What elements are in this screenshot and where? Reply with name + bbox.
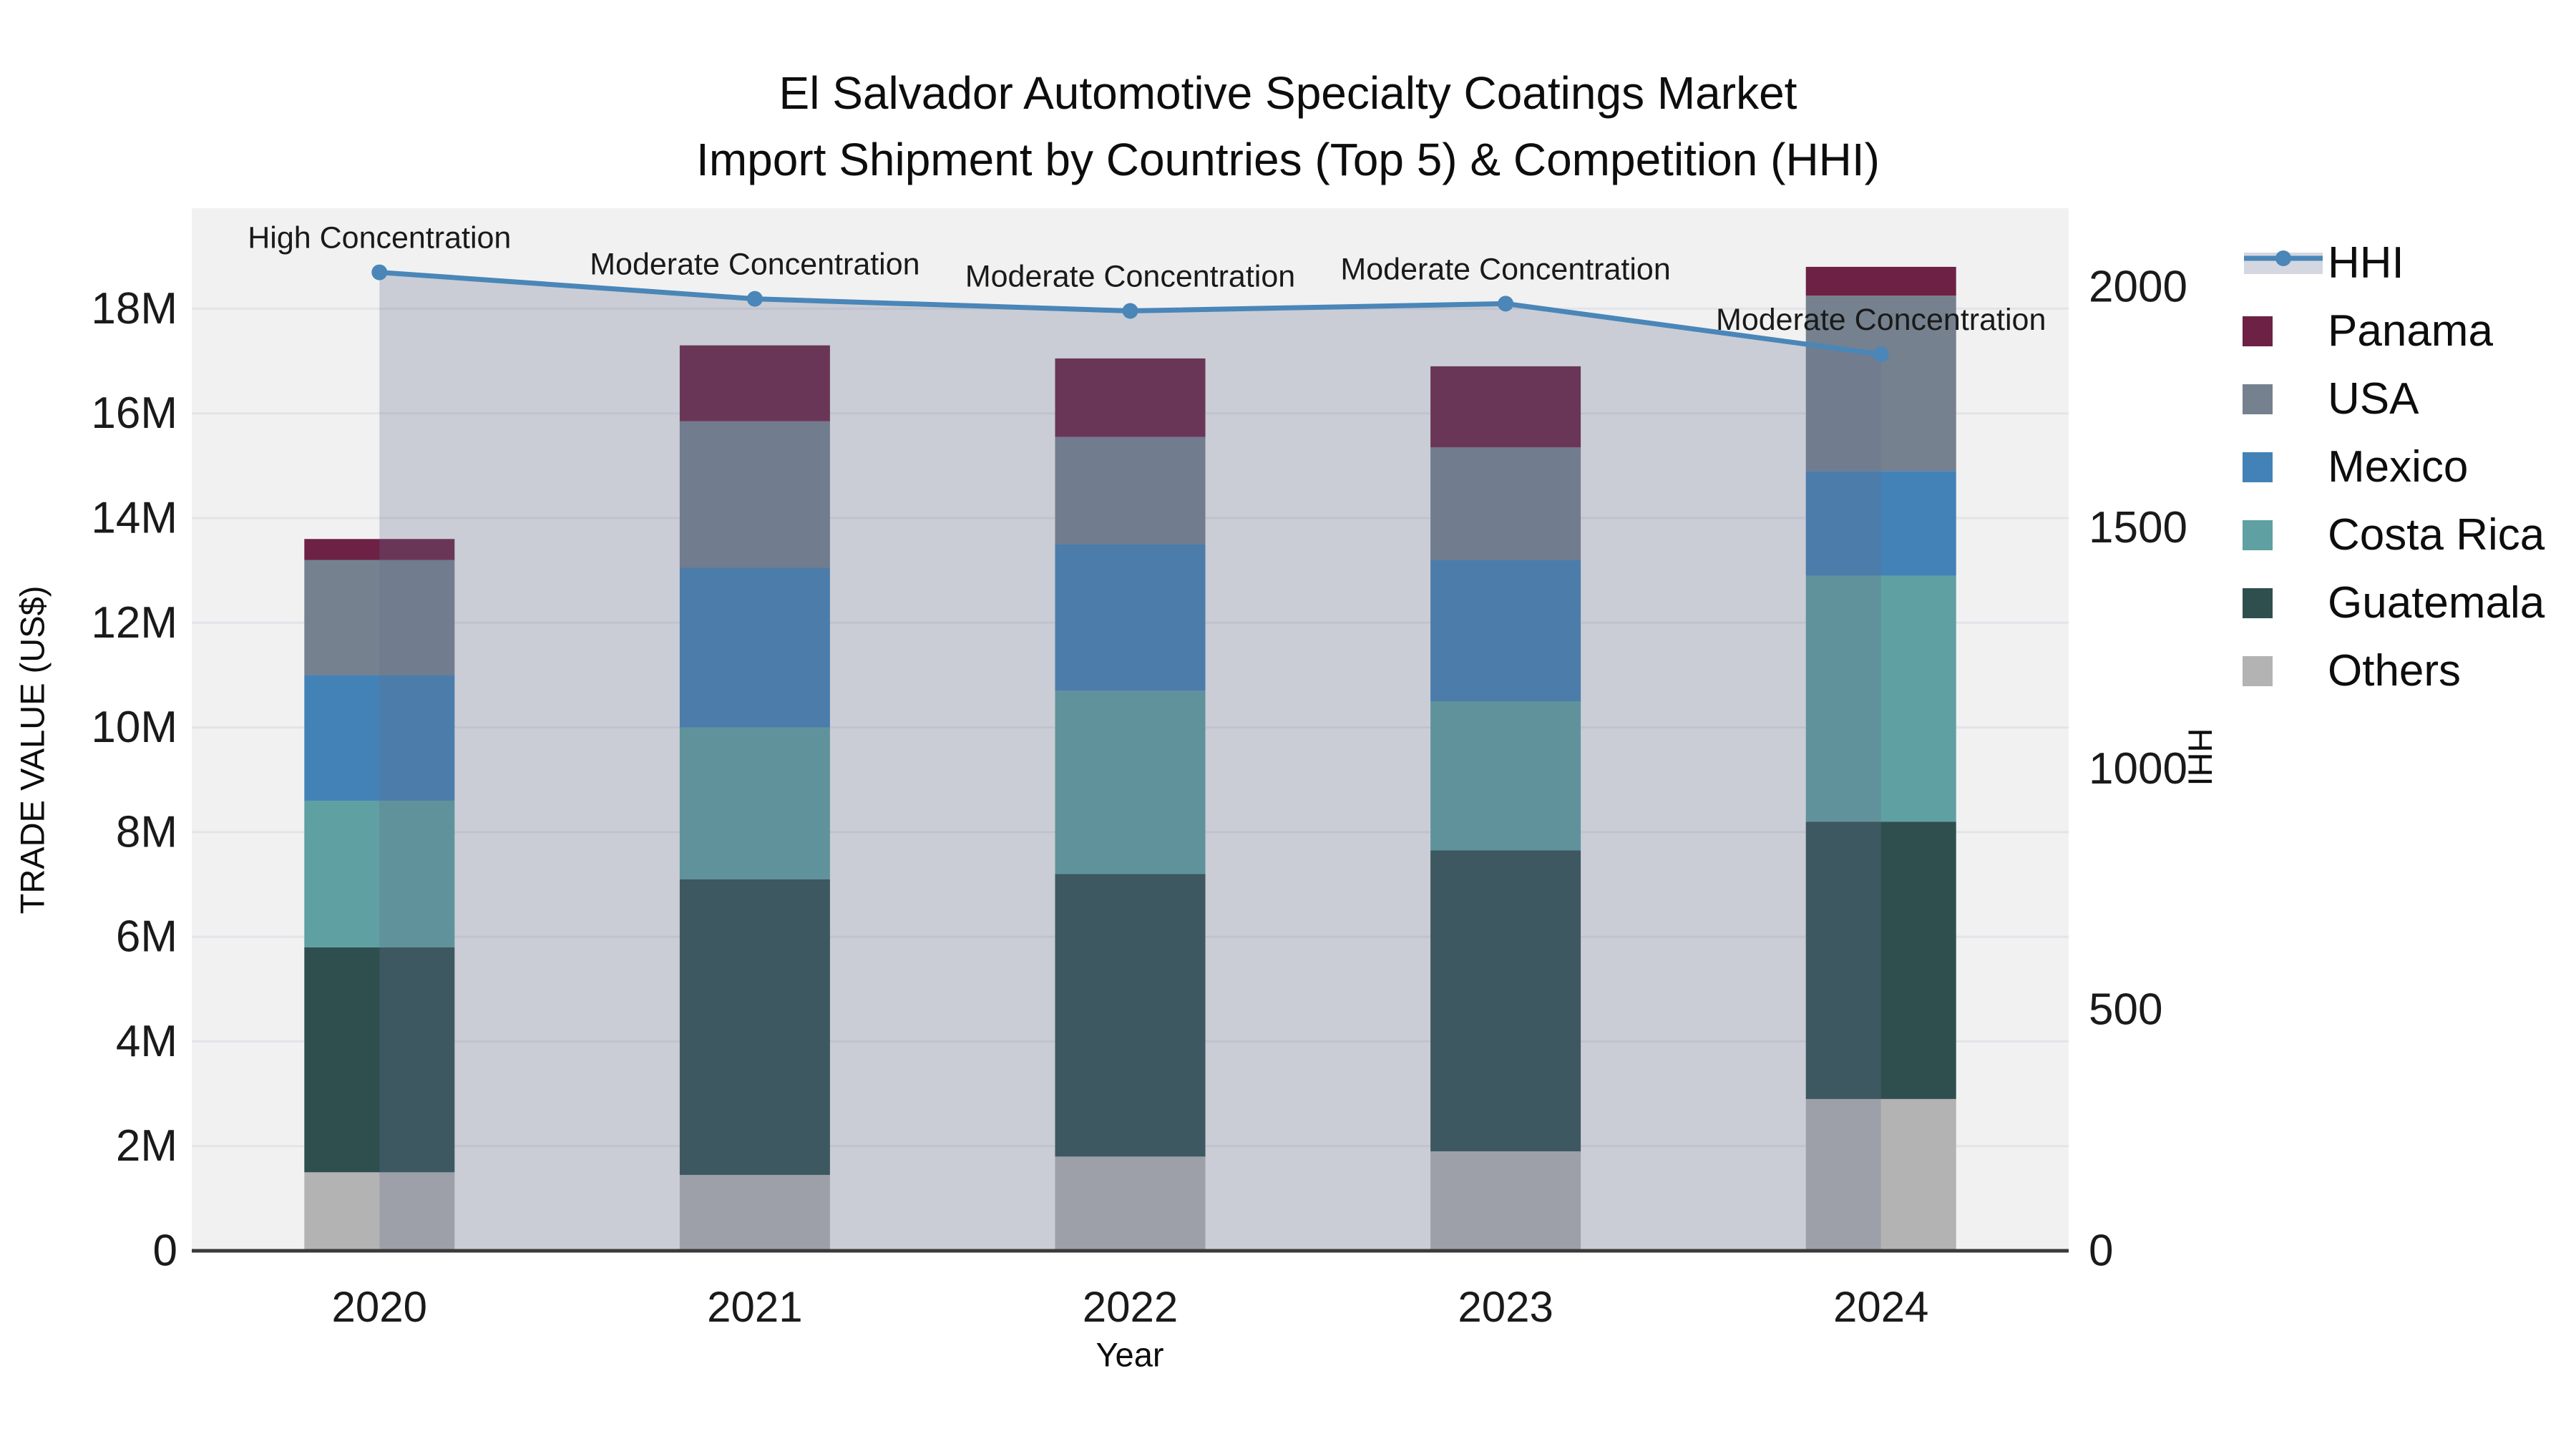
y-tick-label: 16M [91,389,177,438]
legend-label: USA [2328,374,2419,424]
x-tick-label: 2024 [1833,1283,1928,1331]
chart-title-line1: El Salvador Automotive Specialty Coating… [779,67,1797,119]
annotation-2021: Moderate Concentration [590,248,919,282]
hhi-line-swatch-icon [2233,248,2328,278]
color-swatch [2243,452,2273,482]
color-swatch [2243,316,2273,346]
hhi-area [379,272,1881,1251]
x-axis-title: Year [1096,1335,1164,1374]
color-swatch-icon [2233,384,2328,414]
bar-segment-panama-2024 [1805,266,1956,296]
bar-segment-others-2021 [679,1174,830,1251]
legend-label: Panama [2328,306,2493,356]
bar-segment-panama-2022 [1055,358,1206,437]
bar-segment-costa-rica-2022 [1055,691,1206,874]
y-tick-label: 4M [116,1017,177,1066]
bar-segment-others-2024 [1805,1098,1956,1251]
y2-tick-label: 500 [2089,985,2162,1035]
bar-segment-mexico-2024 [1805,471,1956,576]
y-tick-label: 14M [91,494,177,543]
bar-segment-panama-2020 [304,539,455,560]
y2-tick-label: 1000 [2089,744,2187,794]
y-axis-title: TRADE VALUE (US$) [13,585,52,914]
bar-segment-mexico-2020 [304,675,455,801]
bar-segment-costa-rica-2021 [679,727,830,879]
bar-segment-costa-rica-2020 [304,800,455,947]
bar-segment-usa-2024 [1805,296,1956,472]
color-swatch-icon [2233,316,2328,346]
bar-segment-panama-2021 [679,345,830,421]
color-swatch-icon [2233,587,2328,618]
color-swatch [2243,587,2273,618]
color-swatch [2243,655,2273,686]
legend-item-panama: Panama [2233,297,2545,365]
hhi-marker-2021 [746,291,763,307]
bar-segment-others-2022 [1055,1156,1206,1251]
annotation-2020: High Concentration [248,221,511,255]
annotation-2022: Moderate Concentration [965,259,1295,293]
legend-item-others: Others [2233,637,2545,705]
color-swatch-icon [2233,519,2328,550]
legend-item-costa-rica: Costa Rica [2233,501,2545,569]
color-swatch [2243,384,2273,414]
bar-segment-usa-2021 [679,421,830,568]
legend-label: Others [2328,646,2462,696]
bar-segment-panama-2023 [1430,366,1581,448]
chart-title-block: El Salvador Automotive Specialty Coating… [0,60,2576,193]
legend-item-hhi: HHI [2233,229,2545,297]
legend: HHI Panama USA Mexico Costa Rica Guatemala Oth… [2233,229,2545,705]
bar-segment-guatemala-2020 [304,947,455,1173]
bar-segment-usa-2020 [304,560,455,675]
bar-segment-mexico-2021 [679,567,830,728]
bar-segment-others-2023 [1430,1151,1581,1251]
legend-label: HHI [2328,238,2404,288]
bar-segment-costa-rica-2023 [1430,701,1581,851]
hhi-marker-2024 [1873,346,1889,363]
y-tick-label: 6M [116,912,177,962]
y-tick-label: 0 [153,1226,177,1276]
y-tick-label: 8M [116,807,177,857]
bar-segment-usa-2022 [1055,436,1206,545]
legend-item-mexico: Mexico [2233,433,2545,501]
bar-segment-guatemala-2023 [1430,850,1581,1152]
legend-item-guatemala: Guatemala [2233,569,2545,637]
y2-tick-label: 1500 [2089,503,2187,552]
bar-segment-costa-rica-2024 [1805,575,1956,822]
y-tick-label: 2M [116,1121,177,1171]
hhi-marker-2023 [1498,296,1514,312]
annotation-2024: Moderate Concentration [1716,303,2046,337]
hhi-marker-2022 [1122,303,1138,319]
y-tick-label: 10M [91,703,177,752]
x-tick-label: 2023 [1458,1283,1553,1331]
bar-segment-mexico-2023 [1430,560,1581,702]
color-swatch [2243,519,2273,550]
bar-segment-guatemala-2022 [1055,874,1206,1157]
bar-segment-others-2020 [304,1172,455,1251]
legend-label: Mexico [2328,442,2469,492]
color-swatch-icon [2233,655,2328,686]
legend-label: Costa Rica [2328,510,2545,560]
y-tick-label: 18M [91,284,177,333]
chart-title-line2: Import Shipment by Countries (Top 5) & C… [696,134,1880,185]
x-tick-label: 2020 [332,1283,427,1331]
y-tick-label: 12M [91,598,177,648]
color-swatch-icon [2233,452,2328,482]
legend-item-usa: USA [2233,365,2545,433]
y2-tick-label: 0 [2089,1226,2113,1276]
y2-axis-title: HHI [2181,728,2220,786]
y2-tick-label: 2000 [2089,262,2187,311]
x-tick-label: 2021 [707,1283,802,1331]
bar-segment-mexico-2022 [1055,544,1206,691]
bar-segment-guatemala-2024 [1805,821,1956,1099]
annotation-2023: Moderate Concentration [1340,252,1670,286]
legend-label: Guatemala [2328,578,2545,628]
bar-segment-guatemala-2021 [679,879,830,1175]
bar-segment-usa-2023 [1430,447,1581,560]
hhi-marker-2020 [371,264,388,280]
x-tick-label: 2022 [1083,1283,1178,1331]
